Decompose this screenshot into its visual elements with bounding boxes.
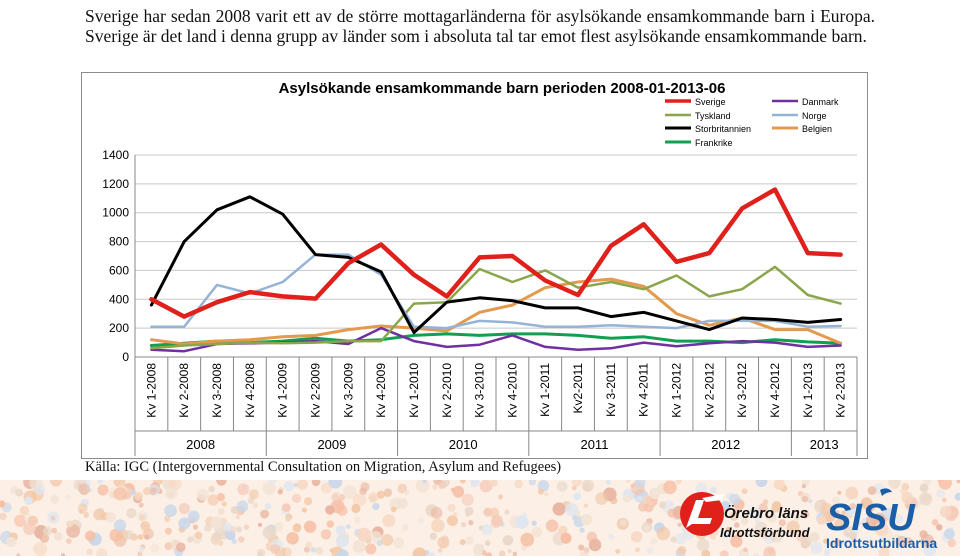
year-label: 2013 bbox=[810, 437, 839, 452]
legend-label-belgien: Belgien bbox=[802, 124, 832, 134]
intro-paragraph: Sverige har sedan 2008 varit ett av de s… bbox=[85, 6, 875, 46]
x-tick-label: Kv 1-2013 bbox=[801, 363, 815, 418]
y-tick-label: 0 bbox=[122, 350, 129, 364]
x-tick-label: Kv 3-2011 bbox=[604, 363, 618, 417]
year-group-labels: 2008 2009 2010 2011 2012 2013 bbox=[134, 431, 858, 456]
x-tick-label: Kv 1-2011 bbox=[538, 363, 552, 417]
x-tick-label: Kv 4-2012 bbox=[768, 363, 782, 418]
x-tick-label: Kv 2-2012 bbox=[702, 363, 716, 418]
x-tick-label: Kv 3-2009 bbox=[341, 363, 355, 418]
x-tick-label: Kv 2-2013 bbox=[834, 363, 848, 418]
x-tick-label: Kv 1-2009 bbox=[276, 363, 290, 418]
axes bbox=[134, 155, 858, 432]
x-tick-label: Kv2-2011 bbox=[571, 363, 585, 414]
year-label: 2012 bbox=[711, 437, 740, 452]
y-tick-label: 1400 bbox=[102, 148, 129, 162]
x-tick-label: Kv 4-2011 bbox=[637, 363, 651, 417]
legend-label-storbritannien: Storbritannien bbox=[695, 124, 751, 134]
x-tick-label: Kv 4-2009 bbox=[374, 363, 388, 418]
year-label: 2009 bbox=[317, 437, 346, 452]
sisu-logo-sub: Idrottsutbildarna bbox=[826, 535, 937, 551]
x-tick-label: Kv 1-2010 bbox=[407, 363, 421, 418]
x-tick-label: Kv 1-2008 bbox=[144, 363, 158, 418]
x-tick-label: Kv 2-2010 bbox=[440, 363, 454, 418]
y-tick-label: 800 bbox=[109, 235, 129, 249]
sisu-logo: SISU Idrottsutbildarna bbox=[826, 488, 937, 551]
y-tick-label: 200 bbox=[109, 321, 129, 335]
chart-legend: Sverige Danmark Tyskland Norge Storbritannie… bbox=[665, 97, 839, 148]
legend-label-frankrike: Frankrike bbox=[695, 138, 733, 148]
line-chart: Asylsökande ensamkommande barn perioden … bbox=[102, 80, 858, 456]
x-tick-label: Kv 3-2010 bbox=[473, 363, 487, 418]
x-tick-label: Kv 2-2008 bbox=[177, 363, 191, 418]
rf-logo-line2: Idrottsförbund bbox=[720, 525, 811, 540]
series-line-storbritannien bbox=[149, 195, 843, 334]
x-tick-label: Kv 3-2008 bbox=[210, 363, 224, 418]
chart-title: Asylsökande ensamkommande barn perioden … bbox=[279, 80, 726, 97]
chart-container: Asylsökande ensamkommande barn perioden … bbox=[81, 72, 868, 459]
x-tick-label: Kv 2-2009 bbox=[309, 363, 323, 418]
source-citation: Källa: IGC (Intergovernmental Consultati… bbox=[85, 459, 562, 475]
year-label: 2010 bbox=[449, 437, 478, 452]
sisu-logo-main: SISU bbox=[826, 497, 916, 539]
x-axis-ticks: Kv 1-2008 Kv 2-2008 Kv 3-2008 Kv 4-2008 Kv 1… bbox=[144, 363, 847, 418]
y-tick-label: 400 bbox=[109, 292, 129, 306]
orebro-rf-logo: Örebro läns Idrottsförbund bbox=[680, 492, 811, 540]
year-label: 2008 bbox=[186, 437, 215, 452]
y-tick-label: 600 bbox=[109, 263, 129, 277]
rf-logo-line1: Örebro läns bbox=[724, 505, 808, 522]
legend-label-norge: Norge bbox=[802, 111, 827, 121]
x-tick-label: Kv 4-2010 bbox=[505, 363, 519, 418]
y-axis-ticks: 0 200 400 600 800 1000 1200 1400 bbox=[102, 148, 129, 364]
x-tick-label: Kv 3-2012 bbox=[735, 363, 749, 418]
legend-label-danmark: Danmark bbox=[802, 97, 839, 107]
y-tick-label: 1000 bbox=[102, 206, 129, 220]
year-label: 2011 bbox=[580, 437, 608, 452]
series-line-sverige bbox=[149, 187, 843, 319]
decorative-pattern-band bbox=[0, 480, 960, 556]
y-tick-label: 1200 bbox=[102, 177, 129, 191]
series-lines bbox=[149, 187, 843, 353]
legend-label-sverige: Sverige bbox=[695, 97, 726, 107]
series-line-norge bbox=[150, 253, 842, 330]
series-line-tyskland bbox=[150, 265, 842, 350]
x-tick-label: Kv 4-2008 bbox=[243, 363, 257, 418]
x-tick-label: Kv 1-2012 bbox=[670, 363, 684, 418]
legend-label-tyskland: Tyskland bbox=[695, 111, 731, 121]
